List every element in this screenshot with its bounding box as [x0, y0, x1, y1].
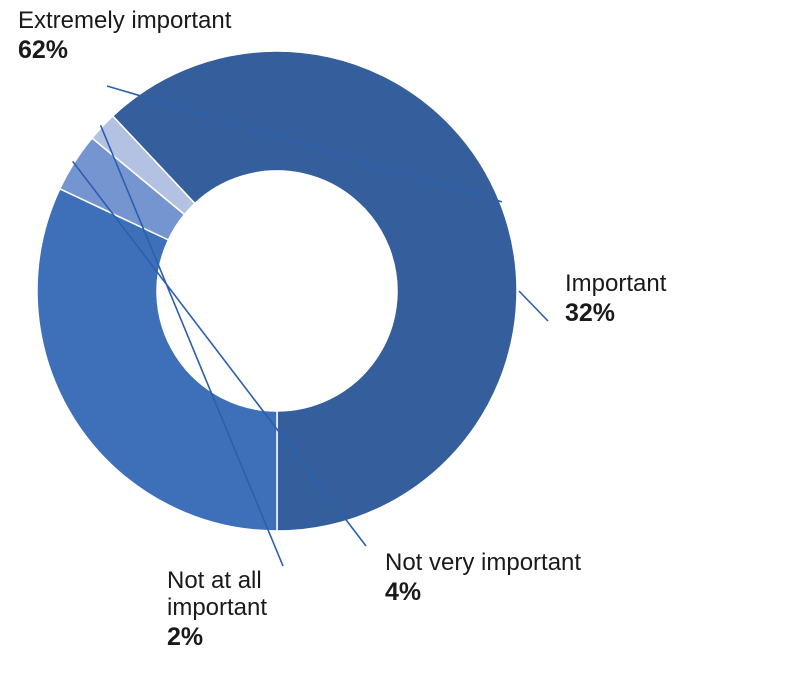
donut-slice-not-at-all-important — [91, 114, 196, 216]
leader-line-extremely-important — [106, 85, 503, 203]
slice-label-name: Not very important — [385, 549, 582, 576]
slice-label-not-very-important: Not very important 4% — [385, 549, 582, 606]
slice-label-name: Extremely important — [18, 7, 232, 34]
donut-slice-extremely-important — [111, 50, 518, 532]
slice-label-name: Important — [565, 270, 667, 297]
slice-label-value: 62% — [18, 35, 69, 64]
leader-line-not-very-important — [72, 160, 367, 547]
leader-line-important — [518, 290, 549, 322]
slice-label-value: 2% — [167, 622, 204, 651]
leader-lines — [72, 85, 549, 567]
slice-label-extremely-important: Extremely important 62% — [18, 7, 232, 64]
slice-label-name: Not at all important — [167, 567, 268, 621]
donut-slice-important — [36, 187, 278, 532]
slice-label-not-at-all-important: Not at all important 2% — [167, 567, 268, 651]
leader-line-not-at-all-important — [99, 125, 284, 567]
slice-label-important: Important 32% — [565, 270, 667, 327]
slice-label-value: 32% — [565, 298, 616, 327]
donut-slices — [36, 50, 518, 532]
slice-label-value: 4% — [385, 577, 422, 606]
